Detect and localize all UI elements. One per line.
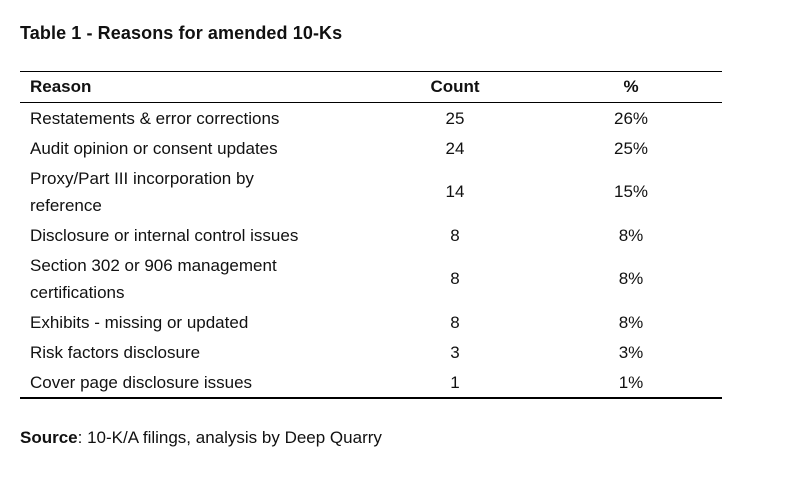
table-row: Disclosure or internal control issues 8 8% [20,220,722,250]
percent-cell: 25% [613,138,649,158]
count-cell: 8 [450,225,460,245]
column-header-reason: Reason [30,77,92,96]
data-table: Reason Count % Restatements & error corr… [20,71,722,399]
table-row: Cover page disclosure issues 1 1% [20,367,722,398]
table-row: Restatements & error corrections 25 26% [20,103,722,134]
percent-cell: 8% [618,225,644,245]
count-cell: 3 [450,342,460,362]
table-row: Exhibits - missing or updated 8 8% [20,307,722,337]
count-cell: 1 [450,372,460,392]
percent-cell: 8% [618,269,644,288]
count-cell: 8 [450,269,460,288]
table-body: Restatements & error corrections 25 26% Aud… [20,103,722,399]
table-row: Risk factors disclosure 3 3% [20,337,722,367]
percent-cell: 26% [613,108,649,128]
table-header: Reason Count % [20,72,722,103]
table-row: Section 302 or 906 management certificat… [20,250,722,307]
reason-cell: Section 302 or 906 management certificat… [30,255,277,302]
table-title: Table 1 - Reasons for amended 10-Ks [20,23,343,43]
source-line: Source: 10-K/A filings, analysis by Deep… [20,428,805,448]
count-cell: 14 [445,182,465,201]
table-row: Proxy/Part III incorporation by referenc… [20,163,722,220]
reason-cell: Proxy/Part III incorporation by referenc… [30,168,254,215]
reason-cell: Cover page disclosure issues [30,372,253,392]
percent-cell: 3% [618,342,644,362]
count-cell: 8 [450,312,460,332]
column-header-percent: % [623,77,639,96]
page: Table 1 - Reasons for amended 10-Ks Reas… [0,23,805,495]
percent-cell: 1% [618,372,644,392]
source-label: Source [20,428,78,447]
reason-cell: Risk factors disclosure [30,342,201,362]
count-cell: 24 [445,138,465,158]
header-row: Reason Count % [20,72,722,103]
reason-cell: Audit opinion or consent updates [30,138,278,158]
count-cell: 25 [445,108,465,128]
reason-cell: Restatements & error corrections [30,108,280,128]
column-header-count: Count [430,77,480,96]
reason-cell: Exhibits - missing or updated [30,312,249,332]
percent-cell: 15% [613,182,649,201]
percent-cell: 8% [618,312,644,332]
reason-cell: Disclosure or internal control issues [30,225,299,245]
source-text: : 10-K/A filings, analysis by Deep Quarr… [77,428,382,447]
table-row: Audit opinion or consent updates 24 25% [20,133,722,163]
